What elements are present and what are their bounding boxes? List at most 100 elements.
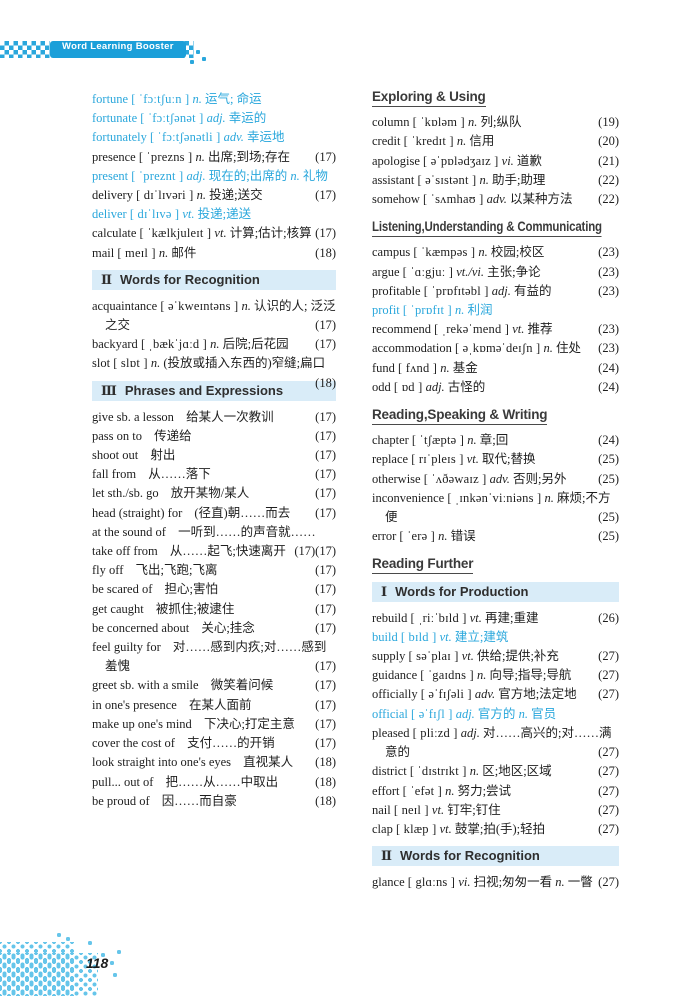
entry-translation: 幸运地 [247,130,285,145]
left-column: fortune [ ˈfɔːtʃuːn ] n. 运气; 命运 fortunate… [92,90,336,811]
entry-translation: 认识的人; 泛泛之交 [105,298,336,333]
section-numeral: Ⅱ [381,848,392,864]
phrase-entry: be concerned about 关心;挂念 (17) [92,619,336,638]
entry-word: give sb. a lesson [92,409,174,424]
entry-phonetic: [ klæp ] [395,821,437,836]
entry-translation: 对……感到内疚;对……感到羞愧 [105,640,327,674]
phrase-entry: in one's presence 在某人面前 (17) [92,696,336,715]
phrase-entry: feel guilty for 对……感到内疚;对……感到羞愧 (17) [92,638,336,676]
phrase-entry: make up one's mind 下决心;打定主意 (17) [92,715,336,734]
phrase-entry: fly off 飞出;飞跑;飞离 (17) [92,561,336,580]
entry-word: at the sound of [92,524,166,539]
entry-translation: 出席;到场;存在 [208,149,290,164]
entry-translation: 信用 [469,134,495,149]
section-numeral: Ⅱ [101,271,112,287]
decor-dot [196,50,200,54]
entry-word: apologise [372,153,420,168]
entry-phonetic: [ əˈpɒlədʒaɪz ] [423,153,499,168]
decor-dot [202,57,206,61]
entry-translation: 鼓掌;拍(手);轻拍 [454,821,546,836]
entry-translation: 助手;助理 [491,172,546,187]
entry-translation: 后院;后花园 [222,337,289,352]
entry-pos: adj. [455,706,475,721]
vocab-entry: accommodation [ əˌkɒməˈdeɪʃn ] n. 住处 (23) [372,339,619,358]
section-bar: Ⅱ Words for Recognition [92,269,336,290]
entry-pos: adv. [486,192,507,207]
entry-page-ref: (27) [598,764,619,779]
entry-word: error [372,529,397,544]
entry-pos: n. [469,764,480,779]
vocab-entry: fund [ fʌnd ] n. 基金 (24) [372,359,619,378]
entry-phonetic: [ dɪˈlɪvə ] [129,207,180,222]
entry-word: be scared of [92,582,153,597]
entry-translation: 古怪的 [447,379,486,394]
entry-word: profit [372,303,400,318]
unit-heading: Reading Further [372,556,473,575]
vocab-entry: build [ bɪld ] vt. 建立;建筑 [372,628,619,647]
entry-pos: n. [241,298,251,313]
phrase-entry: pull... out of 把……从……中取出 (18) [92,773,336,792]
vocab-entry: guidance [ ˈgaɪdns ] n. 向导;指导;导航 (27) [372,666,619,685]
entry-translation: 投递;递送 [197,207,252,222]
entry-pos: vt. [439,821,452,836]
entry-page-ref: (23) [598,245,619,260]
entry-word: backyard [92,337,138,352]
entry-word: fund [372,360,395,375]
entry-translation: 把……从……中取出 [165,774,279,789]
entry-word: officially [372,687,418,702]
entry-translation: 从……落下 [148,467,211,482]
entry-phonetic: [ neɪl ] [393,802,429,817]
entry-word: column [372,115,410,130]
entry-page-ref: (23) [598,322,619,337]
entry-pos: n. [518,706,528,721]
phrase-entry: get caught 被抓住;被逮住 (17) [92,600,336,619]
entry-translation: 努力;尝试 [457,783,512,798]
entry-word: recommend [372,322,432,337]
entry-page-ref: (27) [598,802,619,817]
entry-word: accommodation [372,341,452,356]
entry-word: chapter [372,433,409,448]
section-label: Words for Production [395,583,529,599]
vocab-entry: deliver [ dɪˈlɪvə ] vt. 投递;递送 [92,205,336,224]
phrase-entry: take off from 从……起飞;快速离开 (17) [92,542,336,561]
footer-dot-pattern [0,953,98,996]
vocab-entry: argue [ ˈɑːgjuː ] vt./vi. 主张;争论 (23) [372,263,619,282]
entry-phonetic: [ ˌɪnkənˈviːniəns ] [447,490,542,505]
entry-translation: 传递给 [154,428,192,443]
entry-phonetic: [ slɒt ] [113,356,148,371]
entry-phonetic: [ meɪl ] [117,245,156,260]
vocab-entry: otherwise [ ˈʌðəwaɪz ] adv. 否则;另外 (25) [372,470,619,489]
vocab-entry: supply [ səˈplaɪ ] vt. 供给;提供;补充 (27) [372,647,619,666]
entry-pos: adj. [425,379,445,394]
entry-translation: 钉牢;钉住 [447,802,501,817]
entry-page-ref: (23) [598,341,619,356]
entry-translation: 官员 [531,706,557,721]
decor-dot [117,950,121,954]
entry-word: delivery [92,188,133,203]
vocab-entry: inconvenience [ ˌɪnkənˈviːniəns ] n. 麻烦;… [372,489,619,527]
entry-page-ref: (17) [315,467,336,482]
entry-translation: 支付……的开销 [187,736,275,751]
entry-word: argue [372,264,400,279]
entry-word: official [372,706,408,721]
entry-word: calculate [92,226,137,241]
entry-translation: 以某种方法 [509,192,573,207]
entry-translation: 推荐 [527,322,553,337]
entry-translation: 从……起飞;快速离开 [169,544,286,559]
vocab-entry: delivery [ dɪˈlɪvəri ] n. 投递;送交 (17) [92,186,336,205]
vocab-entry: fortunately [ ˈfɔːtʃənətli ] adv. 幸运地 [92,128,336,147]
entry-translation: 关心;挂念 [201,620,255,635]
unit-heading-row: Reading,Speaking & Writing [372,406,619,426]
entry-phonetic: [ bɪld ] [400,629,437,644]
unit-heading: Exploring & Using [372,89,486,107]
entry-pos: n. [290,168,300,183]
entry-translation: 再建;重建 [485,610,539,625]
phrase-entry: pass on to 传递给 (17) [92,427,336,446]
entry-page-ref: (17) [315,736,336,751]
entry-page-ref: (24) [598,360,619,375]
vocab-entry: presence [ ˈprezns ] n. 出席;到场;存在 (17) [92,148,336,167]
vocab-entry: chapter [ ˈtʃæptə ] n. 章;回 (24) [372,431,619,450]
entry-page-ref: (25) [598,529,619,544]
entry-phonetic: [ ˌbækˈjɑːd ] [140,337,208,352]
entry-page-ref: (20) [598,134,619,149]
